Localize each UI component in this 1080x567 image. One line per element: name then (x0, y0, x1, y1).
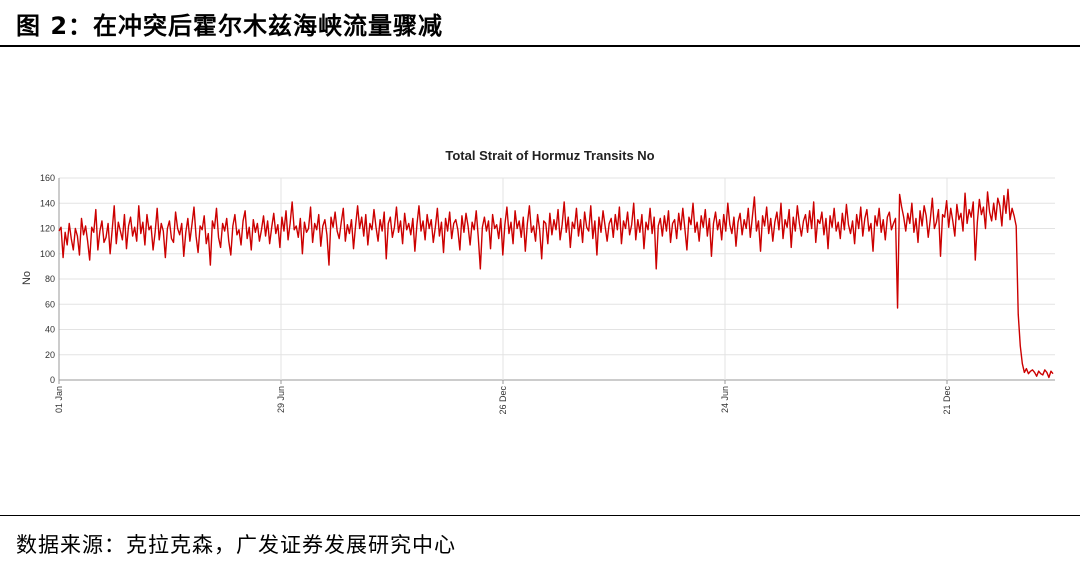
y-tick-label: 60 (45, 299, 55, 309)
y-tick-label: 0 (50, 375, 55, 385)
x-tick-label: 21 Dec (942, 386, 952, 415)
grid-layer (58, 177, 1055, 381)
y-tick-label: 40 (45, 325, 55, 335)
figure-header: 图 2：在冲突后霍尔木兹海峡流量骤减 (0, 0, 1080, 46)
hormuz-transits-chart: 0 20 40 60 80 100 120 140 160 01 Jan 29 Jun 26 Dec 2… (21, 148, 1055, 415)
series-line-transits (58, 188, 1054, 379)
x-tick-label: 26 Dec (498, 386, 508, 415)
chart-container: 0 20 40 60 80 100 120 140 160 01 Jan 29 Jun 26 Dec 2… (0, 140, 1080, 440)
series-layer (58, 188, 1054, 379)
source-note: 数据来源：克拉克森，广发证券发展研究中心 (16, 533, 456, 557)
chart-title: Total Strait of Hormuz Transits No (445, 148, 654, 163)
figure-title: 图 2：在冲突后霍尔木兹海峡流量骤减 (16, 12, 444, 40)
y-axis-label: No (21, 271, 33, 285)
y-tick-label: 20 (45, 350, 55, 360)
y-tick-label: 140 (40, 198, 55, 208)
y-tick-label: 100 (40, 249, 55, 259)
x-tick-label: 01 Jan (54, 386, 64, 413)
footer-rule (0, 515, 1080, 516)
x-tick-label: 29 Jun (276, 386, 286, 413)
header-rule (0, 45, 1080, 47)
y-tick-label: 160 (40, 173, 55, 183)
axis-layer: 0 20 40 60 80 100 120 140 160 01 Jan 29 Jun 26 Dec 2… (40, 173, 952, 415)
x-tick-label: 24 Jun (720, 386, 730, 413)
y-tick-label: 80 (45, 274, 55, 284)
y-tick-label: 120 (40, 224, 55, 234)
